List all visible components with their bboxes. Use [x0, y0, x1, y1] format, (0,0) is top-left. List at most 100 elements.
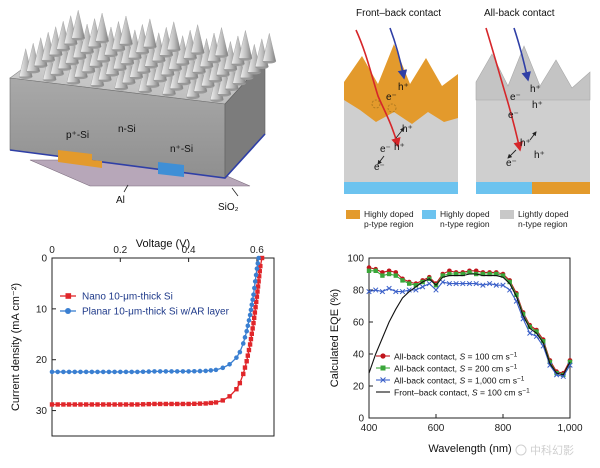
jv-data-point	[241, 371, 246, 377]
jv-data-point	[95, 369, 100, 375]
eqe-legend-marker	[380, 377, 386, 383]
jv-data-point	[240, 341, 246, 346]
jv-data-point	[249, 331, 254, 336]
jv-data-point	[220, 365, 226, 371]
eqe-data-point	[380, 273, 385, 278]
jv-y-tick-label: 0	[41, 254, 47, 265]
nanocone	[190, 24, 205, 53]
jv-data-point	[66, 402, 72, 407]
jv-data-point	[250, 297, 255, 303]
jv-data-point	[246, 318, 252, 323]
eqe-data-point	[440, 273, 445, 278]
jv-data-point	[242, 365, 248, 370]
n-plus-si-label: n⁺-Si	[170, 144, 193, 155]
jv-data-point	[123, 369, 129, 375]
eqe-data-point	[440, 279, 446, 285]
jv-data-point	[253, 305, 258, 310]
jv-data-point	[197, 368, 203, 374]
jv-data-point	[186, 401, 191, 407]
jv-data-point	[213, 367, 219, 373]
jv-data-point	[257, 274, 262, 279]
jv-data-point	[146, 401, 151, 407]
jv-data-point	[78, 402, 83, 407]
jv-data-point	[135, 402, 140, 407]
jv-data-point	[49, 402, 55, 407]
jv-data-point	[83, 402, 89, 407]
jv-data-point	[254, 294, 260, 299]
eqe-data-point	[419, 284, 426, 290]
jv-data-point	[152, 369, 157, 374]
eqe-data-point	[534, 329, 539, 334]
legend-swatch-p	[346, 210, 360, 219]
jv-data-point	[49, 369, 55, 375]
jv-data-point	[83, 369, 89, 375]
photon-arrow-red	[485, 27, 523, 152]
carrier-electron: e⁻	[380, 144, 391, 155]
jv-data-point	[258, 263, 263, 269]
jv-data-point	[101, 402, 106, 407]
eqe-legend-label: Front–back contact, S = 100 cm s−1	[394, 387, 530, 397]
jv-data-point	[254, 299, 259, 305]
eqe-legend: All-back contact, S = 100 cm s−1 All-back…	[376, 351, 530, 397]
all-back-title: All-back contact	[484, 8, 555, 19]
eqe-data-point	[393, 273, 398, 278]
jv-data-point	[169, 369, 174, 374]
eqe-data-point	[379, 288, 386, 295]
eqe-y-tick-label: 40	[353, 350, 365, 361]
generation-spot	[387, 103, 397, 113]
jv-data-point	[163, 401, 169, 407]
jv-data-point	[255, 284, 261, 289]
generation-spot	[371, 99, 381, 109]
nanocone	[166, 21, 181, 50]
jv-data-point	[118, 369, 123, 375]
eqe-data-point	[487, 271, 492, 277]
eqe-series	[366, 265, 573, 380]
jv-data-point	[203, 401, 208, 406]
jv-y-axis-label: Current density (mA cm⁻²)	[10, 283, 22, 411]
jv-data-point	[129, 369, 134, 375]
carrier-electron: e⁻	[510, 92, 521, 103]
jv-legend-label: Nano 10-μm-thick Si	[82, 292, 173, 303]
jv-data-point	[257, 269, 262, 274]
jv-data-point	[247, 342, 253, 347]
jv-legend: Nano 10-μm-thick Si Planar 10-μm-thick Si…	[60, 292, 230, 318]
jv-data-point	[248, 336, 254, 342]
jv-data-point	[123, 402, 129, 407]
carrier-electron: e⁻	[374, 162, 385, 173]
jv-data-point	[251, 292, 256, 297]
jv-data-point	[252, 285, 257, 291]
eqe-data-point	[406, 287, 412, 293]
eqe-y-tick-label: 100	[347, 254, 364, 265]
device-schematic: p⁺-Si n-Si n⁺-Si Al SiO₂	[9, 10, 277, 213]
eqe-data-point	[393, 288, 399, 295]
jv-data-point	[174, 369, 180, 374]
jv-data-point	[140, 402, 146, 407]
eqe-data-point	[473, 280, 479, 287]
jv-legend-label: Planar 10-μm-thick Si w/AR layer	[82, 307, 230, 318]
jv-plot-frame	[51, 257, 275, 437]
drift-arrow	[529, 131, 537, 141]
eqe-data-point	[480, 282, 486, 288]
jv-data-point	[259, 255, 265, 261]
carrier-hole: h⁺	[534, 150, 545, 161]
jv-data-point	[129, 402, 134, 407]
eqe-data-point	[567, 362, 573, 368]
nanocone	[143, 18, 157, 48]
eqe-y-tick-label: 80	[353, 286, 365, 297]
watermark: 中科幻影	[515, 443, 574, 457]
nanocone	[238, 30, 253, 59]
jv-series-line	[52, 257, 263, 406]
eqe-legend-marker	[380, 353, 386, 359]
drift-arrow	[507, 149, 517, 159]
n-si-label: n-Si	[118, 124, 136, 135]
jv-data-point	[256, 255, 261, 261]
jv-data-point	[255, 289, 260, 294]
eqe-data-point	[399, 288, 406, 295]
contact-diagram: Front–back contact All-back contact h⁺ e…	[344, 8, 591, 229]
jv-data-point	[89, 369, 95, 375]
jv-x-tick-label: 0.6	[250, 245, 264, 256]
jv-y-tick-label: 20	[36, 355, 48, 366]
jv-data-point	[227, 394, 232, 399]
jv-data-point	[197, 401, 203, 406]
